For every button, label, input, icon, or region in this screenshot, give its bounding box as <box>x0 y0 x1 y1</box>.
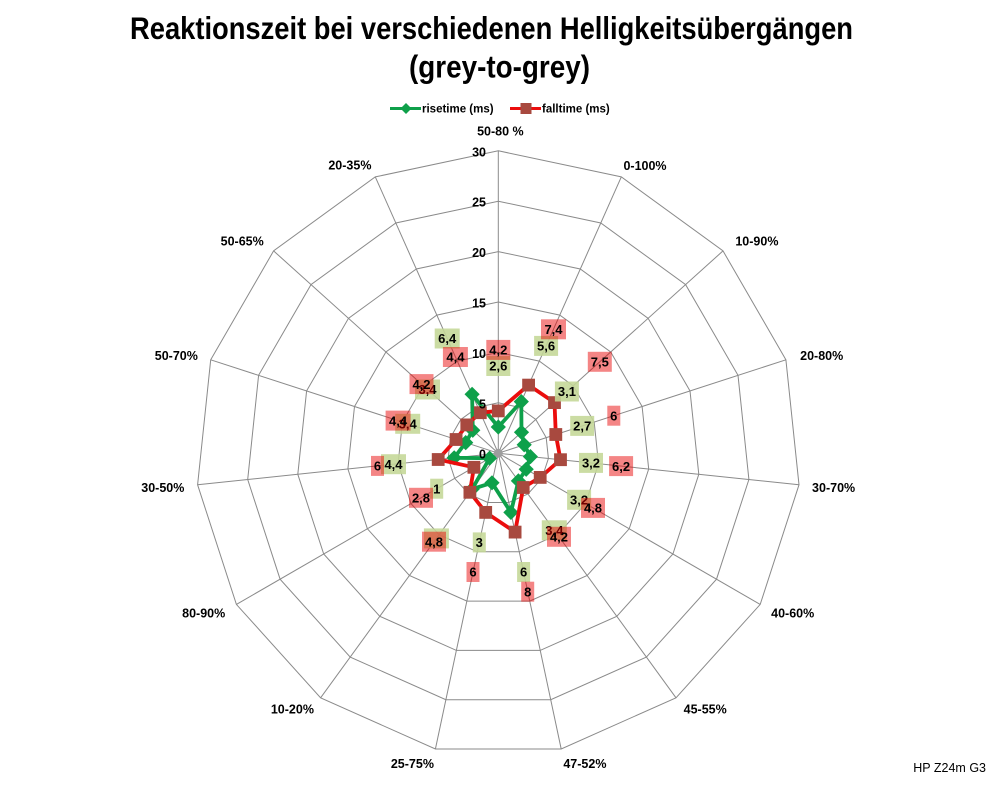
svg-text:8: 8 <box>524 584 531 599</box>
svg-text:0: 0 <box>479 448 486 462</box>
svg-text:40-60%: 40-60% <box>771 607 814 621</box>
svg-text:20-35%: 20-35% <box>328 158 371 172</box>
svg-text:50-80 %: 50-80 % <box>477 124 524 138</box>
svg-text:7,5: 7,5 <box>591 355 609 370</box>
svg-text:3,2: 3,2 <box>582 456 600 471</box>
svg-text:20-80%: 20-80% <box>800 349 843 363</box>
svg-text:6,2: 6,2 <box>612 459 630 474</box>
svg-text:4,4: 4,4 <box>446 350 465 365</box>
svg-text:3,1: 3,1 <box>558 384 576 399</box>
svg-text:25-75%: 25-75% <box>391 757 434 771</box>
svg-text:10-90%: 10-90% <box>735 235 778 249</box>
svg-text:Reaktionszeit bei verschiedene: Reaktionszeit bei verschiedenen Helligke… <box>130 10 853 46</box>
svg-text:0-100%: 0-100% <box>623 159 666 173</box>
svg-text:3,4: 3,4 <box>418 382 437 397</box>
svg-text:10-20%: 10-20% <box>271 702 314 716</box>
svg-text:HP Z24m G3: HP Z24m G3 <box>913 761 986 775</box>
svg-text:6: 6 <box>610 408 617 423</box>
svg-text:5,6: 5,6 <box>537 339 555 354</box>
svg-text:20: 20 <box>472 246 486 260</box>
svg-text:30-70%: 30-70% <box>812 481 855 495</box>
svg-text:6: 6 <box>469 565 476 580</box>
svg-text:1: 1 <box>433 481 440 496</box>
svg-text:4,2: 4,2 <box>550 530 568 545</box>
svg-text:50-70%: 50-70% <box>155 349 198 363</box>
svg-text:10: 10 <box>472 347 486 361</box>
svg-text:45-55%: 45-55% <box>684 702 727 716</box>
svg-text:4,4: 4,4 <box>384 457 403 472</box>
svg-text:6: 6 <box>520 565 527 580</box>
svg-text:4,2: 4,2 <box>412 377 430 392</box>
svg-text:3,2: 3,2 <box>570 493 588 508</box>
svg-text:risetime (ms): risetime (ms) <box>422 104 494 116</box>
svg-text:7,4: 7,4 <box>544 322 563 337</box>
svg-text:(grey-to-grey): (grey-to-grey) <box>409 49 590 85</box>
svg-text:2,8: 2,8 <box>412 491 430 506</box>
svg-text:50-65%: 50-65% <box>221 235 264 249</box>
svg-text:15: 15 <box>472 297 486 311</box>
svg-text:6: 6 <box>374 459 381 474</box>
svg-text:47-52%: 47-52% <box>563 757 606 771</box>
svg-text:6,4: 6,4 <box>438 331 457 346</box>
svg-text:5: 5 <box>479 397 486 411</box>
svg-text:30-50%: 30-50% <box>141 481 184 495</box>
svg-text:3,4: 3,4 <box>545 523 564 538</box>
svg-text:30: 30 <box>472 145 486 159</box>
svg-text:4,2: 4,2 <box>489 343 507 358</box>
svg-text:80-90%: 80-90% <box>182 607 225 621</box>
svg-text:2,7: 2,7 <box>573 419 591 434</box>
svg-text:2,6: 2,6 <box>489 359 507 374</box>
svg-text:4,8: 4,8 <box>584 501 602 516</box>
svg-text:falltime (ms): falltime (ms) <box>542 104 610 116</box>
svg-text:3: 3 <box>476 535 483 550</box>
svg-text:4,4: 4,4 <box>389 413 408 428</box>
svg-text:4,8: 4,8 <box>425 534 443 549</box>
svg-text:3,4: 3,4 <box>399 417 418 432</box>
svg-text:25: 25 <box>472 196 486 210</box>
